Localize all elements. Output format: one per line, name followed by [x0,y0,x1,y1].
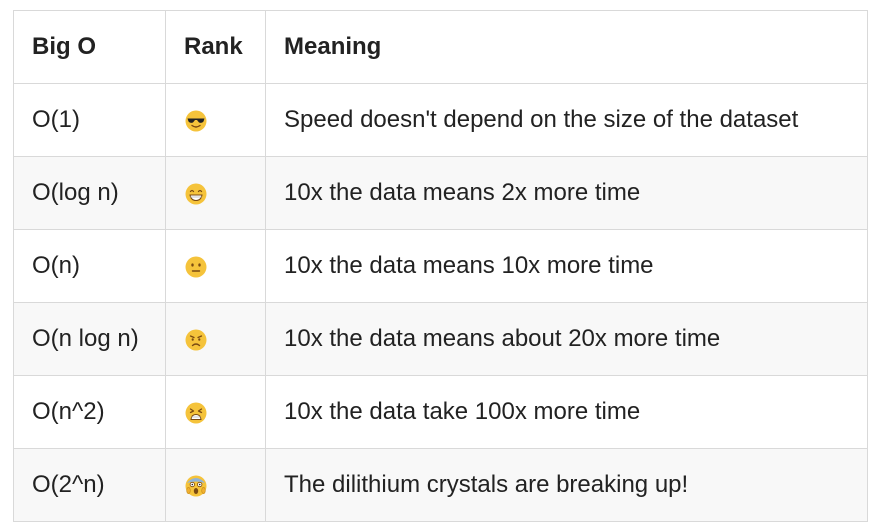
big-o-cell: O(2^n) [13,448,166,522]
big-o-table: Big O Rank Meaning O(1) Speed doe [13,10,868,522]
rank-cell [165,375,266,449]
screaming-face-icon [184,474,208,498]
rank-cell [165,83,266,157]
table-row: O(n) 10x the data means 10x more time [13,229,868,303]
table-header-row: Big O Rank Meaning [13,10,868,84]
meaning-cell: 10x the data means 10x more time [265,229,868,303]
table-row: O(2^n) [13,448,868,522]
table-row: O(n^2) 10x the data take 100x more time [13,375,868,449]
big-o-cell: O(1) [13,83,166,157]
tired-face-icon [184,401,208,425]
table-row: O(1) Speed doesn't depend on the size of… [13,83,868,157]
meaning-cell: Speed doesn't depend on the size of the … [265,83,868,157]
header-rank: Rank [165,10,266,84]
rank-cell [165,156,266,230]
rank-cell [165,448,266,522]
big-o-cell: O(n^2) [13,375,166,449]
table-row: O(log n) 10x the data means 2x more time [13,156,868,230]
grinning-face-icon [184,182,208,206]
frowning-face-icon [184,328,208,352]
meaning-cell: The dilithium crystals are breaking up! [265,448,868,522]
sunglasses-face-icon [184,109,208,133]
table-row: O(n log n) 10x the data means about [13,302,868,376]
rank-cell [165,229,266,303]
big-o-cell: O(log n) [13,156,166,230]
big-o-table-container: Big O Rank Meaning O(1) Speed doe [13,10,868,522]
neutral-face-icon [184,255,208,279]
header-meaning: Meaning [265,10,868,84]
rank-cell [165,302,266,376]
header-big-o: Big O [13,10,166,84]
meaning-cell: 10x the data means about 20x more time [265,302,868,376]
meaning-cell: 10x the data means 2x more time [265,156,868,230]
big-o-cell: O(n log n) [13,302,166,376]
big-o-cell: O(n) [13,229,166,303]
meaning-cell: 10x the data take 100x more time [265,375,868,449]
